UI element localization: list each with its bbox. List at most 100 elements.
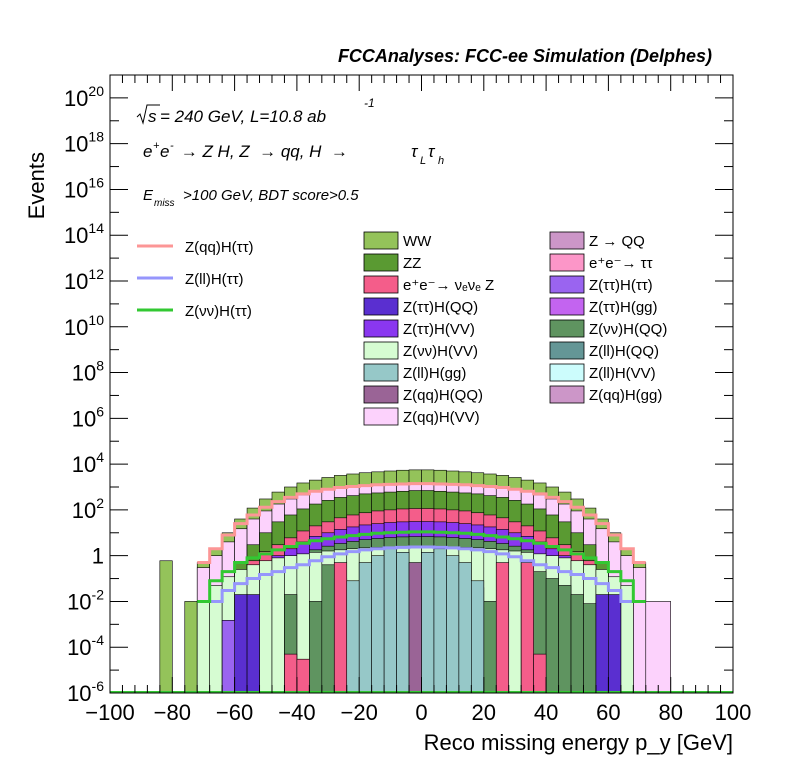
x-axis-title: Reco missing energy p_y [GeV] xyxy=(424,730,733,755)
bar-ZllHgg-11-2 xyxy=(371,555,385,694)
legend-label-nunuZ: e⁺e⁻→ νₑνₑ Z xyxy=(403,277,494,294)
stack-ZttHQQ-9 xyxy=(234,594,622,694)
process-e1: e xyxy=(143,142,152,161)
legend-label-eetautau: e⁺e⁻→ ττ xyxy=(589,255,653,272)
stack-nunuZ-8 xyxy=(284,562,547,694)
y-tick-label: 10-6 xyxy=(67,678,104,706)
signal-line-sig_qq xyxy=(197,482,646,565)
y-tick-label: 108 xyxy=(72,358,104,386)
x-tick-label: 60 xyxy=(596,700,620,725)
y-axis-title: Events xyxy=(24,152,49,219)
y-tick-label: 10-2 xyxy=(67,586,104,614)
legend-label-ZvvHVV: Z(νν)H(VV) xyxy=(403,343,478,360)
bar-ZvvHVV-6-5 xyxy=(259,560,273,694)
bar-ZllHgg-11-9 xyxy=(471,580,485,694)
tau-h-sub: h xyxy=(438,155,444,167)
tau-l-symbol: τ xyxy=(411,142,419,161)
legend-label-WW: WW xyxy=(403,233,432,250)
legend-label-sig_vv: Z(νν)H(ττ) xyxy=(185,303,252,320)
energy-lumi-label: = 240 GeV, L=10.8 ab xyxy=(160,107,326,126)
legend-label-ZqqHgg: Z(qq)H(gg) xyxy=(589,387,662,404)
legend-label-sig_qq: Z(qq)H(ττ) xyxy=(185,239,254,256)
x-tick-label: 0 xyxy=(415,700,427,725)
legend-swatch-eetautau xyxy=(549,253,585,272)
legend-swatch-ZttHgg xyxy=(549,297,585,316)
y-tick-label: 1018 xyxy=(64,129,104,157)
bar-ZqqHVV-1-35 xyxy=(633,567,647,694)
cut-annotation: E miss >100 GeV, BDT score>0.5 xyxy=(143,187,359,209)
y-tick-label: 1012 xyxy=(64,266,104,294)
bar-nunuZ-8-1 xyxy=(296,658,310,694)
bar-ZqqHQQ-12-0 xyxy=(408,562,422,694)
bar-ZvvHQQ-7-15 xyxy=(570,594,584,694)
legend-label-ZllHQQ: Z(ll)H(QQ) xyxy=(589,343,659,360)
bar-nunuZ-8-0 xyxy=(284,653,298,694)
lumi-exponent: -1 xyxy=(364,96,375,110)
cut-e: E xyxy=(143,187,154,204)
x-tick-label: −20 xyxy=(341,700,378,725)
x-tick-label: 80 xyxy=(658,700,682,725)
legend-label-ZQQ: Z → QQ xyxy=(589,233,645,250)
bar-ZvvHQQ-7-16 xyxy=(583,603,597,694)
legend-label-ZllHVV: Z(ll)H(VV) xyxy=(589,365,656,382)
y-tick-label: 102 xyxy=(72,495,104,523)
bar-ZttHQQ-9-0 xyxy=(234,594,248,694)
bar-ZttHQQ-9-2 xyxy=(595,594,609,694)
bar-nunuZ-8-3 xyxy=(495,562,510,694)
legend-swatch-ZqqHQQ xyxy=(363,385,399,404)
bar-ZvvHQQ-7-2 xyxy=(309,601,323,694)
y-tick-label: 1020 xyxy=(64,83,104,111)
bar-ZqqHVV-1-36 xyxy=(645,601,672,694)
bar-ZllHgg-11-4 xyxy=(396,552,410,694)
bar-WW-0-0 xyxy=(159,560,173,694)
x-axis: −100 −80 −60 −40 −20 0 20 40 60 80 100 xyxy=(85,75,751,725)
bar-nunuZ-8-5 xyxy=(533,653,547,694)
x-tick-label: 100 xyxy=(715,700,752,725)
legend-swatch-ZvvHQQ xyxy=(549,319,585,338)
process-plus: + xyxy=(153,140,160,152)
bar-ZllHgg-11-5 xyxy=(421,552,435,694)
bar-ZttHQQ-9-1 xyxy=(246,594,260,694)
legend-swatch-ZvvHVV xyxy=(363,341,399,360)
stack-ZqqHQQ-12 xyxy=(408,562,422,694)
x-tick-label: −100 xyxy=(85,700,135,725)
bar-ZvvHQQ-7-14 xyxy=(558,585,572,694)
bar-nunuZ-8-4 xyxy=(520,562,534,694)
bar-ZvvHVV-6-25 xyxy=(508,550,522,694)
bar-ZllHgg-11-6 xyxy=(433,548,447,694)
legend-label-ZttHQQ: Z(ττ)H(QQ) xyxy=(403,299,478,316)
x-tick-label: 40 xyxy=(534,700,558,725)
legend-swatch-ZllHgg xyxy=(363,363,399,382)
legend-swatch-WW xyxy=(363,231,399,250)
y-tick-label: 104 xyxy=(72,449,104,477)
legend-label-ZttHVV: Z(ττ)H(VV) xyxy=(403,321,475,338)
stack-ZllHgg-11 xyxy=(346,548,485,694)
legend-label-ZllHgg: Z(ll)H(gg) xyxy=(403,365,466,382)
cut-rest: >100 GeV, BDT score>0.5 xyxy=(183,187,359,204)
bar-ZvvHVV-6-6 xyxy=(271,557,285,694)
legend-swatch-ZQQ xyxy=(549,231,585,250)
process-minus: - xyxy=(170,140,174,152)
y-tick-label: 1016 xyxy=(64,174,104,202)
signal-line-sig_vv xyxy=(197,530,646,603)
legend-swatch-ZqqHVV xyxy=(363,407,399,426)
bar-WW-0-1 xyxy=(184,601,198,694)
tau-h-symbol: τ xyxy=(428,142,436,161)
process-e2: e xyxy=(160,142,169,161)
bar-ZvvHQQ-7-11 xyxy=(483,601,497,694)
legend-label-sig_ll: Z(ll)H(ττ) xyxy=(185,271,244,288)
bar-ZttHQQ-9-3 xyxy=(608,594,622,694)
bar-ZvvHVV-6-0 xyxy=(196,601,210,694)
bar-ZllHgg-11-1 xyxy=(358,562,372,694)
plot-header-title: FCCAnalyses: FCC-ee Simulation (Delphes) xyxy=(338,46,712,66)
legend-label-ZqqHQQ: Z(qq)H(QQ) xyxy=(403,387,483,404)
legend-swatch-ZllHQQ xyxy=(549,341,585,360)
y-tick-label: 1 xyxy=(92,544,104,569)
legend-swatch-ZZ xyxy=(363,253,399,272)
sqrt-s-label: s xyxy=(148,107,157,126)
legend-label-ZqqHVV: Z(qq)H(VV) xyxy=(403,409,480,426)
stack-ZttHtt-10 xyxy=(221,620,235,694)
bar-ZttHtt-10-0 xyxy=(221,620,235,694)
x-tick-label: −60 xyxy=(216,700,253,725)
